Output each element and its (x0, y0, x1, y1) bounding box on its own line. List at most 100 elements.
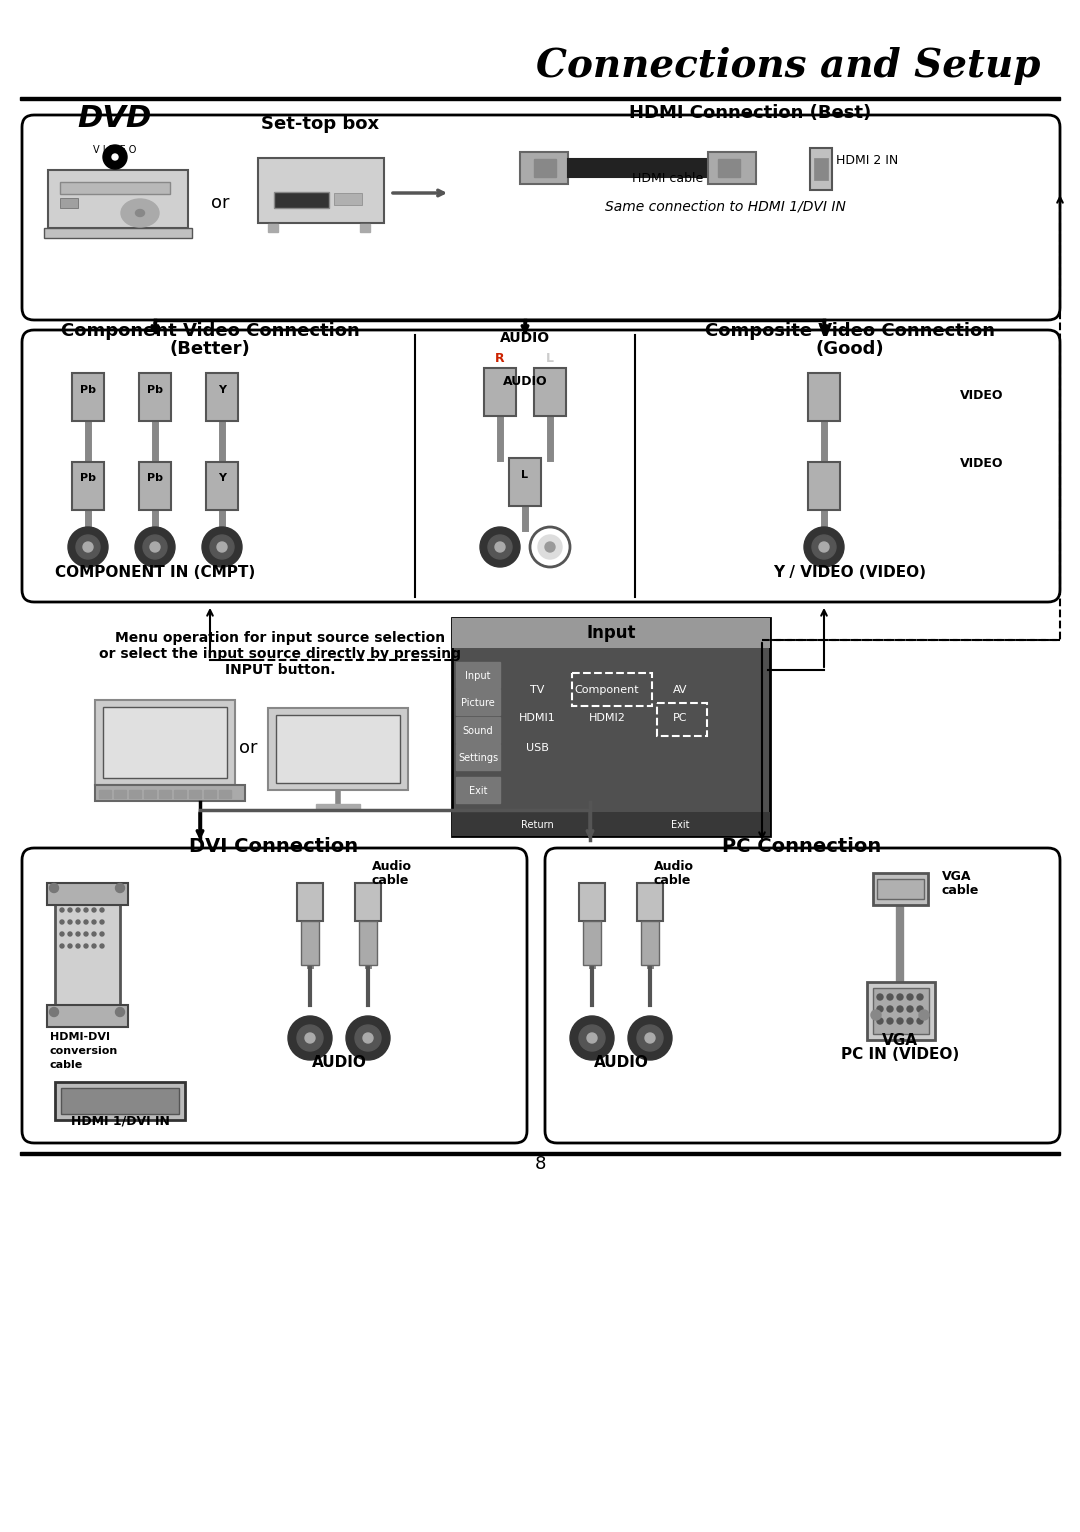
Text: HDMI Connection (Best): HDMI Connection (Best) (629, 104, 872, 123)
Circle shape (84, 931, 87, 936)
Circle shape (150, 542, 160, 552)
Circle shape (588, 1033, 597, 1043)
Bar (534, 159, 556, 178)
Text: Pb: Pb (80, 385, 96, 395)
Circle shape (819, 542, 829, 552)
Circle shape (877, 1017, 883, 1023)
Bar (60, 198, 78, 208)
Text: L: L (522, 470, 528, 480)
Circle shape (877, 1007, 883, 1013)
Bar (268, 224, 278, 231)
Text: VGA: VGA (882, 1033, 918, 1048)
Text: HDMI2: HDMI2 (589, 712, 625, 723)
Bar (268, 708, 408, 791)
Bar (95, 700, 235, 784)
Text: HDMI cable: HDMI cable (633, 172, 704, 185)
Bar (219, 791, 231, 798)
Circle shape (116, 1008, 124, 1017)
Text: Settings: Settings (458, 754, 498, 763)
Circle shape (488, 535, 512, 559)
Text: VIDEO: VIDEO (960, 457, 1003, 469)
Circle shape (346, 1016, 390, 1060)
FancyBboxPatch shape (22, 849, 527, 1143)
Circle shape (84, 944, 87, 948)
Text: Exit: Exit (671, 820, 689, 830)
Bar (189, 791, 201, 798)
Circle shape (202, 527, 242, 567)
Circle shape (100, 921, 104, 924)
Circle shape (627, 1016, 672, 1060)
Circle shape (887, 1007, 893, 1013)
Bar (44, 228, 192, 237)
Bar (48, 882, 129, 905)
Circle shape (68, 908, 72, 912)
Text: cable: cable (372, 873, 409, 887)
Text: AUDIO: AUDIO (500, 331, 550, 345)
Bar (810, 149, 832, 190)
Bar (48, 170, 188, 228)
Circle shape (83, 542, 93, 552)
Bar (297, 882, 323, 921)
FancyBboxPatch shape (22, 329, 1059, 602)
Circle shape (76, 921, 80, 924)
Circle shape (897, 1007, 903, 1013)
Text: Component: Component (575, 685, 639, 696)
Text: Y: Y (218, 385, 226, 395)
Circle shape (495, 542, 505, 552)
Bar (72, 372, 104, 421)
Circle shape (92, 921, 96, 924)
Bar (355, 882, 381, 921)
Circle shape (76, 944, 80, 948)
Text: INPUT button.: INPUT button. (225, 663, 335, 677)
Text: VGA: VGA (942, 870, 972, 882)
Bar (139, 372, 171, 421)
Circle shape (363, 1033, 373, 1043)
Text: Audio: Audio (372, 859, 411, 873)
Text: TV: TV (530, 685, 544, 696)
Bar (48, 1005, 129, 1026)
Bar (453, 617, 770, 648)
Circle shape (545, 542, 555, 552)
Text: Sound: Sound (462, 726, 494, 735)
Text: AV: AV (673, 685, 687, 696)
Circle shape (60, 931, 64, 936)
Bar (708, 152, 756, 184)
Text: Pb: Pb (80, 473, 96, 483)
Text: Same connection to HDMI 1/DVI IN: Same connection to HDMI 1/DVI IN (605, 199, 846, 213)
Circle shape (50, 884, 58, 893)
Bar (456, 777, 500, 803)
Bar (206, 372, 238, 421)
Bar (359, 921, 377, 965)
Bar (534, 368, 566, 417)
Text: USB: USB (526, 743, 549, 754)
Bar (95, 784, 245, 801)
Circle shape (76, 908, 80, 912)
Text: HDMI 2 IN: HDMI 2 IN (836, 153, 899, 167)
Bar (174, 791, 186, 798)
Text: Y / VIDEO (VIDEO): Y / VIDEO (VIDEO) (773, 565, 927, 581)
Circle shape (917, 1017, 923, 1023)
Bar (484, 368, 516, 417)
Circle shape (637, 1025, 663, 1051)
Circle shape (100, 908, 104, 912)
Text: L: L (546, 351, 554, 365)
Bar (579, 882, 605, 921)
Circle shape (297, 1025, 323, 1051)
Bar (55, 895, 120, 1005)
Text: Input: Input (586, 624, 636, 642)
Circle shape (116, 884, 124, 893)
Circle shape (60, 921, 64, 924)
Text: Menu operation for input source selection: Menu operation for input source selectio… (114, 631, 445, 645)
Text: or: or (239, 738, 257, 757)
FancyBboxPatch shape (545, 849, 1059, 1143)
Circle shape (92, 931, 96, 936)
Text: HDMI 1/DVI IN: HDMI 1/DVI IN (70, 1115, 170, 1128)
Circle shape (135, 527, 175, 567)
Bar (258, 158, 384, 224)
Bar (103, 706, 227, 778)
Circle shape (907, 1017, 913, 1023)
Bar (206, 463, 238, 510)
Circle shape (217, 542, 227, 552)
Bar (867, 982, 935, 1040)
Text: Pb: Pb (147, 385, 163, 395)
